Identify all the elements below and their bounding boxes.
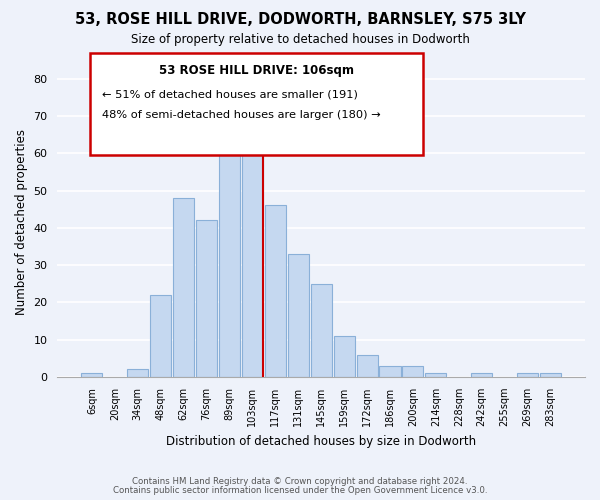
Bar <box>471 373 492 377</box>
Bar <box>127 370 148 377</box>
Bar <box>242 134 263 377</box>
Text: Size of property relative to detached houses in Dodworth: Size of property relative to detached ho… <box>131 32 469 46</box>
Bar <box>219 142 240 377</box>
Text: ← 51% of detached houses are smaller (191): ← 51% of detached houses are smaller (19… <box>102 89 358 99</box>
Bar <box>403 366 424 377</box>
Bar <box>356 354 377 377</box>
Text: 53 ROSE HILL DRIVE: 106sqm: 53 ROSE HILL DRIVE: 106sqm <box>159 64 354 77</box>
Text: Contains public sector information licensed under the Open Government Licence v3: Contains public sector information licen… <box>113 486 487 495</box>
Bar <box>379 366 401 377</box>
Bar <box>173 198 194 377</box>
X-axis label: Distribution of detached houses by size in Dodworth: Distribution of detached houses by size … <box>166 434 476 448</box>
Text: Contains HM Land Registry data © Crown copyright and database right 2024.: Contains HM Land Registry data © Crown c… <box>132 477 468 486</box>
Bar <box>334 336 355 377</box>
Bar <box>311 284 332 377</box>
Text: 48% of semi-detached houses are larger (180) →: 48% of semi-detached houses are larger (… <box>102 110 380 120</box>
Bar <box>265 206 286 377</box>
Bar <box>425 373 446 377</box>
Y-axis label: Number of detached properties: Number of detached properties <box>15 129 28 315</box>
Bar <box>288 254 309 377</box>
Text: 53, ROSE HILL DRIVE, DODWORTH, BARNSLEY, S75 3LY: 53, ROSE HILL DRIVE, DODWORTH, BARNSLEY,… <box>74 12 526 28</box>
Bar <box>517 373 538 377</box>
Bar <box>196 220 217 377</box>
Bar <box>540 373 561 377</box>
Bar <box>150 295 171 377</box>
Bar <box>82 373 103 377</box>
